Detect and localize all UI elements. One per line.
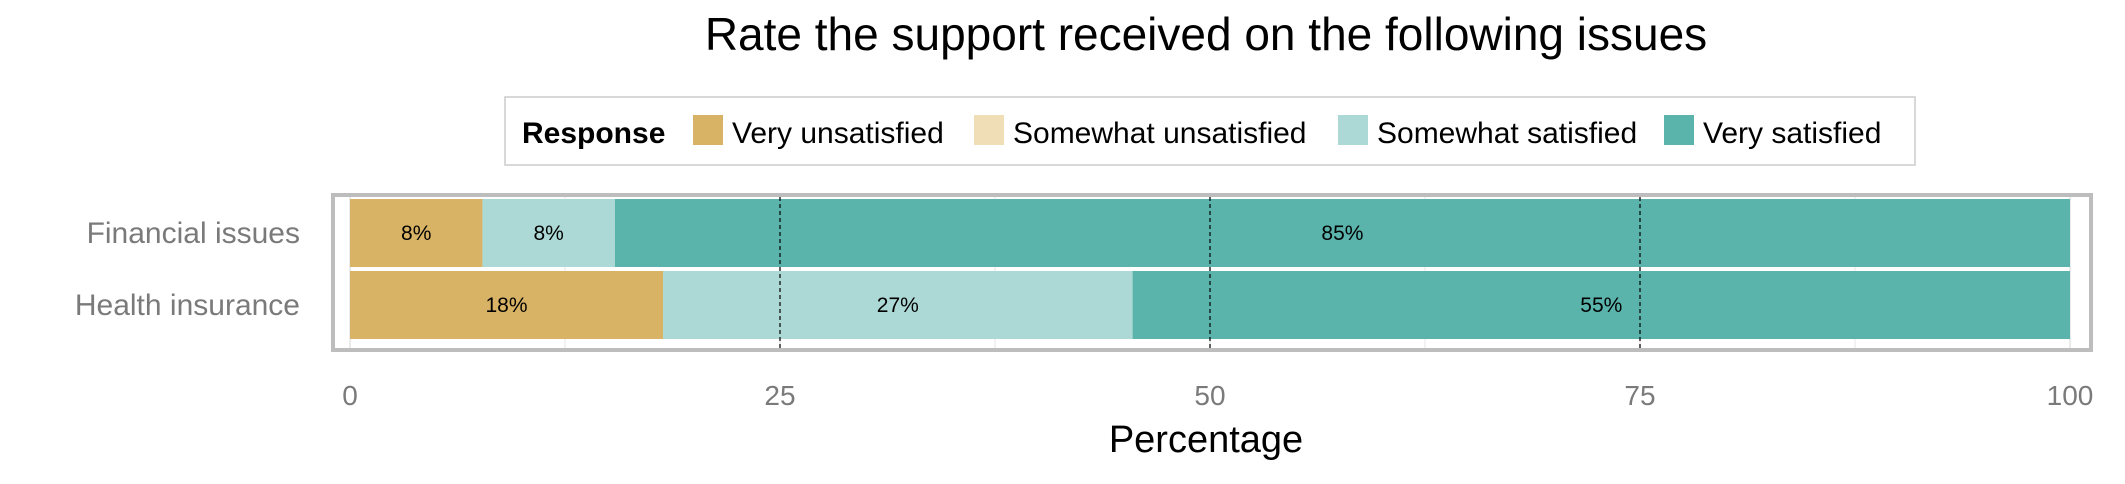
legend: Response Very unsatisfied Somewhat unsati… [504, 96, 1916, 166]
legend-swatch-somewhat-unsatisfied [974, 115, 1004, 145]
data-label-health-insurance-somewhat-satisfied: 27% [877, 294, 919, 317]
x-tick-label: 100 [2047, 380, 2094, 411]
plot-area: 8% 8% 85% 18% 27% 55% Financial issues Health … [75, 193, 2094, 411]
category-label-financial-issues: Financial issues [87, 217, 300, 250]
legend-swatch-very-satisfied [1664, 115, 1694, 145]
plot-frame [331, 193, 2093, 352]
legend-swatch-somewhat-satisfied [1338, 115, 1368, 145]
legend-label-very-satisfied: Very satisfied [1703, 117, 1881, 150]
legend-label-somewhat-unsatisfied: Somewhat unsatisfied [1013, 117, 1307, 150]
x-tick-label: 0 [342, 380, 358, 411]
data-label-financial-issues-very-unsatisfied: 8% [401, 222, 431, 245]
category-label-health-insurance: Health insurance [75, 289, 300, 322]
data-label-financial-issues-somewhat-satisfied: 8% [533, 222, 563, 245]
legend-label-somewhat-satisfied: Somewhat satisfied [1377, 117, 1637, 150]
bar-health-insurance-somewhat-satisfied [663, 271, 1133, 339]
data-label-financial-issues-very-satisfied: 85% [1321, 222, 1363, 245]
chart-title: Rate the support received on the followi… [705, 8, 1707, 60]
x-tick-label: 25 [764, 380, 795, 411]
data-label-health-insurance-very-unsatisfied: 18% [486, 294, 528, 317]
x-tick-label: 75 [1624, 380, 1655, 411]
data-label-health-insurance-very-satisfied: 55% [1580, 294, 1622, 317]
x-tick-label: 50 [1194, 380, 1225, 411]
legend-title: Response [522, 117, 665, 150]
x-axis-title: Percentage [1109, 419, 1303, 461]
bar-financial-issues-very-unsatisfied [350, 199, 483, 267]
legend-label-very-unsatisfied: Very unsatisfied [732, 117, 944, 150]
bar-financial-issues-somewhat-satisfied [482, 199, 615, 267]
legend-swatch-very-unsatisfied [693, 115, 723, 145]
bar-health-insurance-very-unsatisfied [350, 271, 664, 339]
bar-financial-issues-very-satisfied [614, 199, 2070, 267]
bar-health-insurance-very-satisfied [1132, 271, 2070, 339]
